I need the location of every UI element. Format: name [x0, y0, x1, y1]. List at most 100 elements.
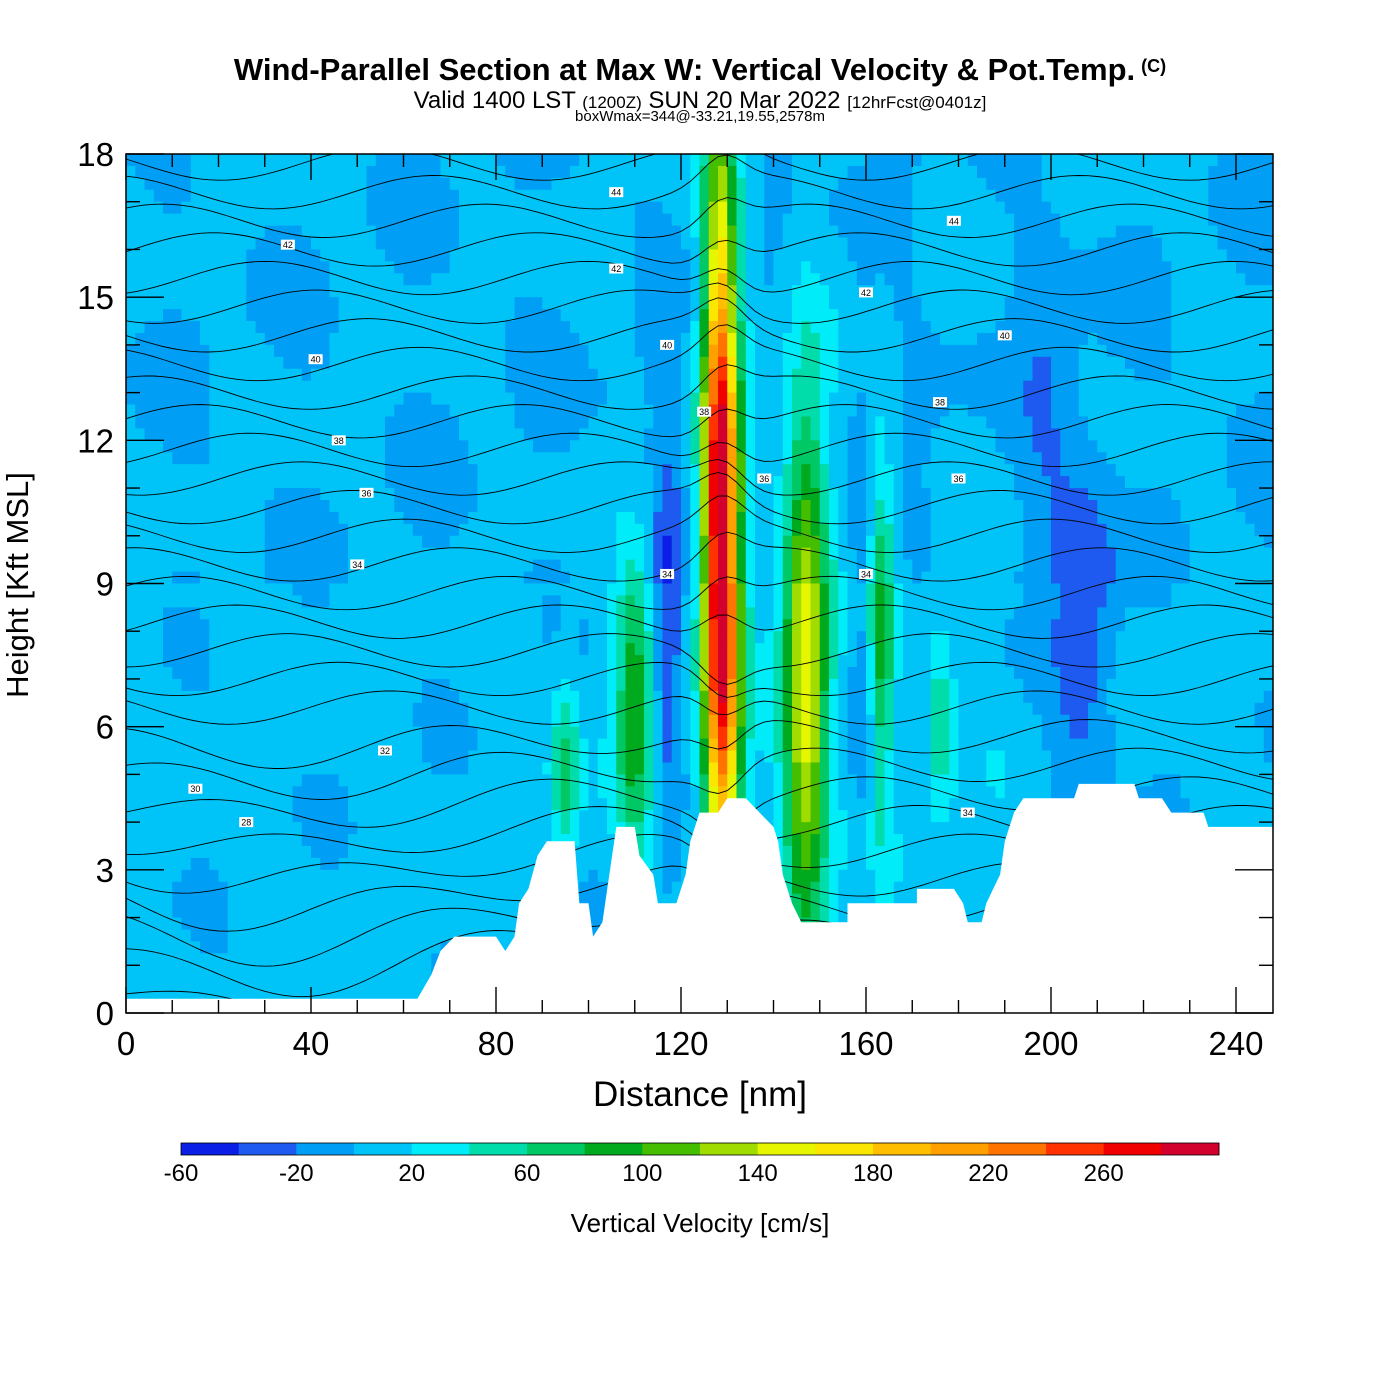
velocity-cell	[357, 631, 368, 644]
velocity-cell	[792, 511, 802, 525]
velocity-cell	[496, 392, 506, 406]
velocity-cell	[773, 332, 784, 346]
velocity-cell	[967, 297, 978, 310]
velocity-cell	[847, 452, 858, 465]
velocity-cell	[875, 440, 886, 453]
velocity-cell	[699, 213, 710, 227]
velocity-cell	[967, 368, 978, 382]
velocity-cell	[819, 154, 830, 167]
velocity-cell	[274, 249, 284, 262]
velocity-cell	[625, 297, 636, 310]
velocity-cell	[551, 309, 562, 322]
velocity-cell	[662, 440, 673, 453]
velocity-cell	[144, 404, 155, 418]
velocity-cell	[560, 595, 571, 608]
velocity-cell	[431, 559, 442, 573]
velocity-cell	[718, 476, 728, 489]
velocity-cell	[1051, 237, 1061, 251]
velocity-cell	[884, 619, 895, 632]
velocity-cell	[912, 356, 923, 370]
velocity-cell	[403, 332, 414, 346]
velocity-cell	[301, 225, 312, 239]
velocity-cell	[431, 332, 442, 346]
velocity-cell	[348, 237, 358, 251]
velocity-cell	[1060, 583, 1071, 597]
velocity-cell	[1097, 464, 1108, 477]
velocity-cell	[412, 452, 423, 465]
velocity-cell	[671, 488, 682, 501]
velocity-cell	[412, 511, 423, 525]
velocity-cell	[264, 154, 275, 167]
velocity-cell	[597, 392, 608, 406]
velocity-cell	[283, 583, 294, 597]
velocity-cell	[782, 201, 793, 215]
velocity-cell	[449, 356, 460, 370]
velocity-cell	[634, 619, 645, 632]
velocity-cell	[533, 225, 543, 239]
velocity-cell	[838, 249, 849, 262]
velocity-cell	[496, 285, 506, 298]
velocity-cell	[792, 452, 802, 465]
velocity-cell	[1023, 392, 1034, 406]
velocity-cell	[1051, 428, 1061, 441]
velocity-cell	[357, 571, 368, 585]
velocity-cell	[875, 154, 886, 167]
velocity-cell	[1060, 404, 1071, 418]
velocity-cell	[403, 511, 414, 525]
velocity-cell	[1014, 154, 1024, 167]
velocity-cell	[135, 559, 146, 573]
velocity-cell	[496, 380, 506, 394]
velocity-cell	[1023, 165, 1034, 179]
velocity-cell	[1106, 547, 1117, 561]
velocity-cell	[449, 285, 460, 298]
velocity-cell	[1208, 368, 1219, 382]
velocity-cell	[1245, 356, 1256, 370]
velocity-cell	[1041, 619, 1052, 632]
velocity-cell	[995, 392, 1006, 406]
velocity-cell	[431, 177, 442, 191]
velocity-cell	[838, 607, 849, 620]
velocity-cell	[690, 189, 701, 203]
velocity-cell	[708, 619, 719, 632]
velocity-cell	[755, 309, 765, 322]
velocity-cell	[607, 511, 617, 525]
velocity-cell	[570, 356, 580, 370]
velocity-cell	[1162, 476, 1172, 489]
velocity-cell	[1134, 535, 1145, 549]
velocity-cell	[884, 321, 895, 334]
velocity-cell	[949, 392, 960, 406]
velocity-cell	[255, 476, 266, 489]
velocity-cell	[274, 607, 284, 620]
velocity-cell	[801, 619, 812, 632]
velocity-cell	[1014, 452, 1024, 465]
velocity-cell	[523, 392, 534, 406]
velocity-cell	[699, 344, 710, 358]
velocity-cell	[949, 464, 960, 477]
velocity-cell	[1134, 571, 1145, 585]
velocity-cell	[422, 440, 432, 453]
velocity-cell	[570, 488, 580, 501]
velocity-cell	[838, 368, 849, 382]
velocity-cell	[431, 309, 442, 322]
velocity-cell	[588, 321, 599, 334]
velocity-cell	[1041, 559, 1052, 573]
velocity-cell	[1069, 607, 1080, 620]
velocity-cell	[385, 261, 395, 274]
velocity-cell	[292, 440, 303, 453]
velocity-cell	[671, 237, 682, 251]
velocity-cell	[1078, 392, 1089, 406]
velocity-cell	[838, 189, 849, 203]
velocity-cell	[893, 571, 904, 585]
velocity-cell	[459, 404, 469, 418]
velocity-cell	[449, 583, 460, 597]
velocity-cell	[283, 285, 294, 298]
velocity-cell	[1106, 356, 1117, 370]
velocity-cell	[782, 273, 793, 286]
velocity-cell	[579, 165, 590, 179]
velocity-cell	[486, 440, 497, 453]
velocity-cell	[986, 547, 997, 561]
velocity-cell	[856, 547, 867, 561]
velocity-cell	[570, 213, 580, 227]
velocity-cell	[200, 237, 210, 251]
velocity-cell	[153, 368, 164, 382]
